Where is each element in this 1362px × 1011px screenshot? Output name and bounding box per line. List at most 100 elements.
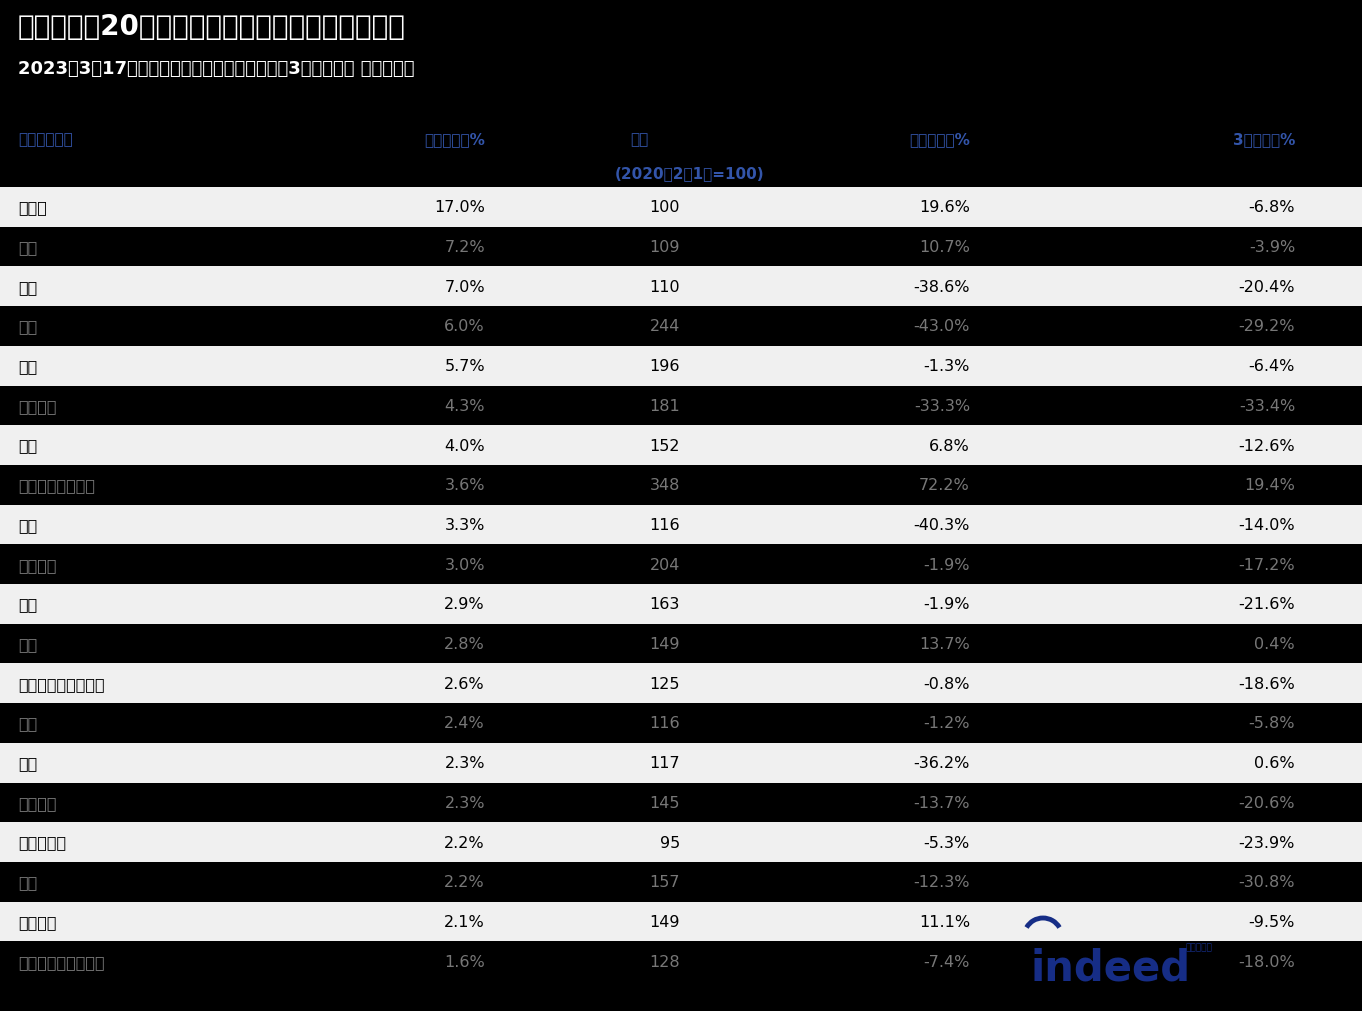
Text: 125: 125 (650, 676, 680, 692)
Text: 2.8%: 2.8% (444, 636, 485, 651)
Text: -5.3%: -5.3% (923, 835, 970, 849)
Text: 2023年3月17日時点の求人指数、前年同月比、3ヶ月前比、 季節調整値: 2023年3月17日時点の求人指数、前年同月比、3ヶ月前比、 季節調整値 (18, 60, 414, 78)
Text: -18.0%: -18.0% (1238, 953, 1295, 969)
Text: 営業: 営業 (18, 596, 37, 612)
Text: -7.4%: -7.4% (923, 953, 970, 969)
Text: 2.4%: 2.4% (444, 716, 485, 731)
Text: -6.8%: -6.8% (1249, 200, 1295, 215)
Text: 教育: 教育 (18, 716, 37, 731)
Bar (0, 783, 1362, 822)
Text: -40.3%: -40.3% (914, 518, 970, 533)
Bar (0, 902, 1362, 941)
Text: 6.0%: 6.0% (444, 319, 485, 334)
Text: 飲食: 飲食 (18, 240, 37, 255)
Text: -9.5%: -9.5% (1249, 914, 1295, 929)
Text: 100: 100 (650, 200, 680, 215)
Text: -20.4%: -20.4% (1238, 279, 1295, 294)
Text: indeed: indeed (1030, 947, 1190, 989)
Text: -43.0%: -43.0% (914, 319, 970, 334)
Bar (0, 664, 1362, 704)
Text: 運送: 運送 (18, 359, 37, 374)
Text: 3.6%: 3.6% (444, 478, 485, 492)
Text: 事務: 事務 (18, 438, 37, 453)
Text: -1.3%: -1.3% (923, 359, 970, 374)
Text: 4.3%: 4.3% (444, 398, 485, 413)
Bar (0, 426, 1362, 465)
Text: 11.1%: 11.1% (919, 914, 970, 929)
Bar (0, 386, 1362, 426)
Text: 2.3%: 2.3% (444, 795, 485, 810)
Text: -18.6%: -18.6% (1238, 676, 1295, 692)
Text: カスタマーサービス: カスタマーサービス (18, 953, 105, 969)
Text: 前年同月比%: 前年同月比% (908, 131, 970, 147)
Text: 196: 196 (650, 359, 680, 374)
Text: 116: 116 (650, 716, 680, 731)
Text: 設備管理: 設備管理 (18, 795, 56, 810)
Text: 145: 145 (650, 795, 680, 810)
Text: 製造: 製造 (18, 319, 37, 334)
Text: 2.3%: 2.3% (444, 755, 485, 770)
Text: 109: 109 (650, 240, 680, 255)
Bar (0, 465, 1362, 506)
Text: 0.6%: 0.6% (1254, 755, 1295, 770)
Text: 181: 181 (650, 398, 680, 413)
Text: 職種カテゴリ: 職種カテゴリ (18, 131, 72, 147)
Text: 157: 157 (650, 875, 680, 890)
Text: 117: 117 (650, 755, 680, 770)
Text: 1.6%: 1.6% (444, 953, 485, 969)
Text: 152: 152 (650, 438, 680, 453)
Text: 建設: 建設 (18, 875, 37, 890)
Text: 19.6%: 19.6% (919, 200, 970, 215)
Text: 17.0%: 17.0% (434, 200, 485, 215)
Text: 保育: 保育 (18, 755, 37, 770)
Text: 美容・健康: 美容・健康 (18, 835, 67, 849)
Text: (2020年2月1日=100): (2020年2月1日=100) (616, 166, 765, 181)
Bar (0, 704, 1362, 743)
Text: 日本の上位20職種カテゴリにおける求人の変化率: 日本の上位20職種カテゴリにおける求人の変化率 (18, 13, 406, 41)
Text: 19.4%: 19.4% (1244, 478, 1295, 492)
Text: 2.2%: 2.2% (444, 835, 485, 849)
Text: 小売り: 小売り (18, 200, 46, 215)
Bar (0, 584, 1362, 624)
Text: 149: 149 (650, 636, 680, 651)
Text: 4.0%: 4.0% (444, 438, 485, 453)
Text: 3ヶ月前比%: 3ヶ月前比% (1233, 131, 1295, 147)
Text: -21.6%: -21.6% (1238, 596, 1295, 612)
Text: 2.9%: 2.9% (444, 596, 485, 612)
Bar (0, 227, 1362, 267)
Text: 5.7%: 5.7% (444, 359, 485, 374)
Text: 3.3%: 3.3% (444, 518, 485, 533)
Text: 6.8%: 6.8% (929, 438, 970, 453)
Text: 204: 204 (650, 557, 680, 572)
Text: 2.1%: 2.1% (444, 914, 485, 929)
Text: 求人シェア%: 求人シェア% (424, 131, 485, 147)
Bar (0, 624, 1362, 664)
Text: 95: 95 (659, 835, 680, 849)
Bar (0, 545, 1362, 584)
Text: 116: 116 (650, 518, 680, 533)
Text: 10.7%: 10.7% (919, 240, 970, 255)
Text: 7.2%: 7.2% (444, 240, 485, 255)
Bar (0, 188, 1362, 227)
Text: 149: 149 (650, 914, 680, 929)
Text: 経営: 経営 (18, 636, 37, 651)
Text: -23.9%: -23.9% (1238, 835, 1295, 849)
Text: ソフトウェア開発: ソフトウェア開発 (18, 478, 95, 492)
Bar (0, 506, 1362, 545)
Text: -33.4%: -33.4% (1239, 398, 1295, 413)
Text: 介護: 介護 (18, 279, 37, 294)
Bar (0, 822, 1362, 862)
Text: 348: 348 (650, 478, 680, 492)
Text: 128: 128 (650, 953, 680, 969)
Text: -36.2%: -36.2% (914, 755, 970, 770)
Text: -0.8%: -0.8% (923, 676, 970, 692)
Text: -12.3%: -12.3% (914, 875, 970, 890)
Text: 2.6%: 2.6% (444, 676, 485, 692)
Text: 13.7%: 13.7% (919, 636, 970, 651)
Text: ひとつうえ: ひとつうえ (1185, 942, 1212, 951)
Text: -17.2%: -17.2% (1238, 557, 1295, 572)
Text: -1.2%: -1.2% (923, 716, 970, 731)
Text: 指数: 指数 (631, 131, 648, 147)
Bar (0, 941, 1362, 981)
Bar (0, 743, 1362, 783)
